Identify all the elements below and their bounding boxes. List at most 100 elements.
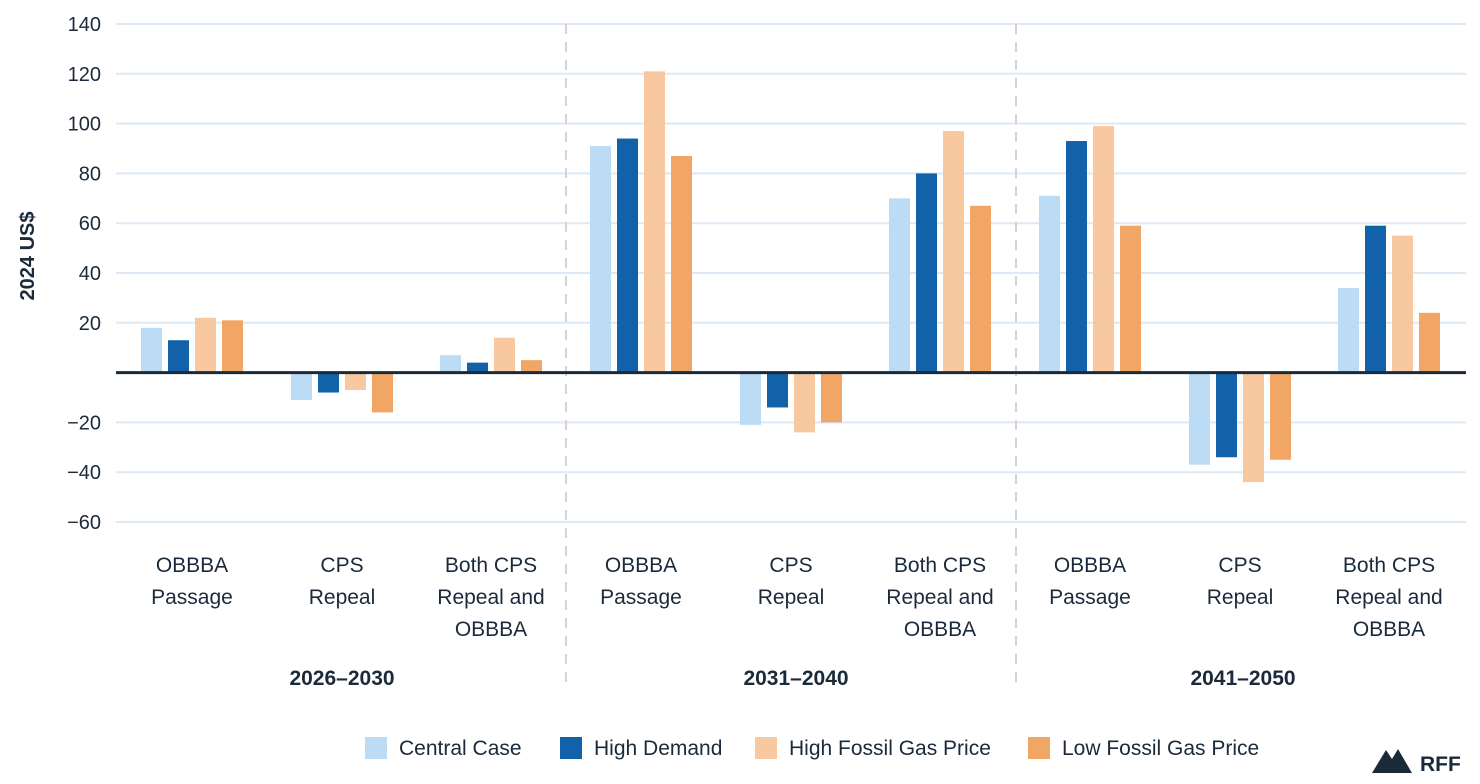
category-label-line: Repeal <box>1207 586 1274 609</box>
bar-low-fossil-gas-price <box>671 155 692 373</box>
bar-high-fossil-gas-price <box>1392 235 1413 373</box>
bar-central-case <box>740 372 761 425</box>
category-label-line: Repeal and <box>886 586 993 609</box>
legend-label: Low Fossil Gas Price <box>1062 737 1259 760</box>
category-label-line: OBBBA <box>1054 554 1126 577</box>
legend-item: High Demand <box>560 737 722 760</box>
category-label-line: Repeal <box>309 586 376 609</box>
legend-swatch <box>365 737 387 759</box>
bar-low-fossil-gas-price <box>1120 225 1141 373</box>
legend-item: Central Case <box>365 737 522 760</box>
bar-central-case <box>1338 287 1359 373</box>
bar-high-fossil-gas-price <box>644 71 665 373</box>
y-tick-label: −20 <box>67 412 101 434</box>
bar-high-fossil-gas-price <box>943 131 964 373</box>
bar-high-demand <box>1365 225 1386 373</box>
bar-high-demand <box>916 173 937 373</box>
y-tick-label: 140 <box>68 14 101 36</box>
bar-low-fossil-gas-price <box>222 320 243 373</box>
group-separators <box>565 24 1017 690</box>
bar-central-case <box>889 198 910 373</box>
y-tick-label: −40 <box>67 462 101 484</box>
bar-low-fossil-gas-price <box>970 205 991 373</box>
bar-low-fossil-gas-price <box>1419 312 1440 373</box>
bar-low-fossil-gas-price <box>1270 372 1291 460</box>
bars <box>141 71 1440 483</box>
bar-high-demand <box>1066 141 1087 373</box>
bar-high-demand <box>467 362 488 373</box>
bar-high-demand <box>1216 372 1237 458</box>
y-axis-label: 2024 US$ <box>17 212 39 301</box>
bar-high-fossil-gas-price <box>1093 126 1114 373</box>
category-label-line: OBBBA <box>605 554 677 577</box>
bar-low-fossil-gas-price <box>521 360 542 373</box>
y-axis-ticks: 140 120 100 80 60 40 20 −20 −40 −60 <box>67 14 101 534</box>
legend-item: High Fossil Gas Price <box>755 737 991 760</box>
bar-high-fossil-gas-price <box>794 372 815 433</box>
category-label-line: CPS <box>769 554 812 577</box>
y-tick-label: 80 <box>79 163 101 185</box>
category-label: Both CPS Repeal and OBBBA <box>886 554 993 641</box>
group-label: 2031–2040 <box>743 667 848 690</box>
y-tick-label: 20 <box>79 313 101 335</box>
logo-text: RFF <box>1420 753 1461 776</box>
bar-central-case <box>1039 195 1060 373</box>
category-label: Both CPS Repeal and OBBBA <box>437 554 544 641</box>
bar-low-fossil-gas-price <box>372 372 393 413</box>
category-label-line: CPS <box>320 554 363 577</box>
group-label: 2026–2030 <box>289 667 394 690</box>
bar-high-demand <box>617 138 638 373</box>
legend: Central Case High Demand High Fossil Gas P… <box>365 737 1259 760</box>
y-tick-label: −60 <box>67 512 101 534</box>
category-label-line: Passage <box>600 586 682 609</box>
category-labels: OBBBA Passage CPS Repeal Both CPS Repeal and O… <box>151 554 1443 641</box>
category-label-line: OBBBA <box>904 618 976 641</box>
legend-swatch <box>755 737 777 759</box>
category-label-line: Both CPS <box>894 554 986 577</box>
bar-high-fossil-gas-price <box>494 337 515 373</box>
bar-central-case <box>590 146 611 373</box>
bar-central-case <box>141 327 162 373</box>
y-tick-label: 40 <box>79 263 101 285</box>
legend-item: Low Fossil Gas Price <box>1028 737 1259 760</box>
bar-central-case <box>291 372 312 400</box>
legend-label: Central Case <box>399 737 522 760</box>
bar-central-case <box>440 355 461 373</box>
bar-high-demand <box>318 372 339 393</box>
category-label-line: OBBBA <box>156 554 228 577</box>
category-label: OBBBA Passage <box>600 554 682 609</box>
bar-high-fossil-gas-price <box>195 317 216 373</box>
category-label: Both CPS Repeal and OBBBA <box>1335 554 1442 641</box>
category-label: CPS Repeal <box>1207 554 1274 609</box>
category-label-line: CPS <box>1218 554 1261 577</box>
category-label: CPS Repeal <box>758 554 825 609</box>
category-label-line: Both CPS <box>1343 554 1435 577</box>
bar-high-fossil-gas-price <box>345 372 366 391</box>
mountain-icon <box>1372 749 1412 773</box>
y-tick-label: 100 <box>68 114 101 136</box>
y-tick-label: 120 <box>68 64 101 86</box>
bar-low-fossil-gas-price <box>821 372 842 423</box>
rff-logo: RFF <box>1372 749 1461 776</box>
gridlines <box>116 23 1466 523</box>
category-label-line: Both CPS <box>445 554 537 577</box>
bar-high-demand <box>767 372 788 408</box>
legend-swatch <box>560 737 582 759</box>
category-label: OBBBA Passage <box>151 554 233 609</box>
group-labels: 2026–2030 2031–2040 2041–2050 <box>289 667 1295 690</box>
category-label-line: Repeal and <box>437 586 544 609</box>
legend-label: High Fossil Gas Price <box>789 737 991 760</box>
legend-swatch <box>1028 737 1050 759</box>
category-label: OBBBA Passage <box>1049 554 1131 609</box>
category-label-line: Passage <box>151 586 233 609</box>
category-label-line: Passage <box>1049 586 1131 609</box>
bar-central-case <box>1189 372 1210 465</box>
group-label: 2041–2050 <box>1190 667 1295 690</box>
y-tick-label: 60 <box>79 213 101 235</box>
bar-high-demand <box>168 340 189 373</box>
legend-label: High Demand <box>594 737 722 760</box>
category-label-line: Repeal and <box>1335 586 1442 609</box>
category-label-line: OBBBA <box>455 618 527 641</box>
category-label: CPS Repeal <box>309 554 376 609</box>
